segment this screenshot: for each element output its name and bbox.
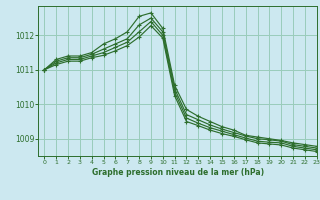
X-axis label: Graphe pression niveau de la mer (hPa): Graphe pression niveau de la mer (hPa) xyxy=(92,168,264,177)
